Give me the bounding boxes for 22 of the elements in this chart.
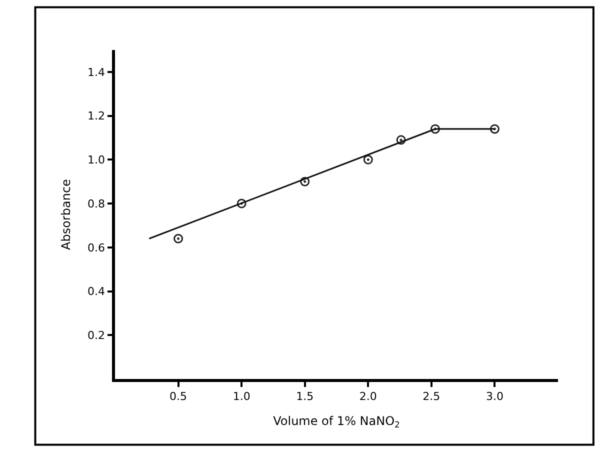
x-tick-label: 1.5 [296, 390, 314, 403]
y-axis-title: Absorbance [58, 179, 73, 250]
y-tick-label: 0.6 [88, 241, 106, 254]
x-tick-label: 0.5 [170, 390, 188, 403]
y-tick-label: 0.4 [88, 285, 106, 298]
point [300, 176, 310, 186]
y-tick-label: 1.0 [88, 154, 106, 167]
x-axis-title: Volume of 1% NaNO$_{2}$ [273, 414, 400, 430]
y-tick-label: 1.2 [88, 110, 106, 123]
y-tick-label: 0.8 [88, 197, 106, 210]
point [174, 234, 184, 244]
x-tick-label: 3.0 [486, 390, 504, 403]
point [430, 124, 440, 134]
y-tick-label: 0.2 [88, 328, 106, 342]
x-tick-label: 2.5 [422, 390, 440, 403]
x-tick-label: 2.0 [359, 390, 377, 403]
point [490, 124, 500, 134]
point [396, 135, 406, 145]
x-tick-label: 1.0 [232, 390, 250, 403]
point [363, 154, 373, 164]
point [236, 198, 246, 208]
y-tick-label: 1.4 [88, 66, 106, 79]
